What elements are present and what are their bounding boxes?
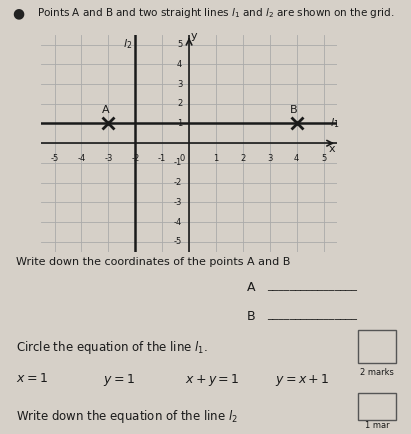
Text: ________________: ________________ [267, 310, 357, 320]
Text: A: A [102, 105, 109, 115]
Text: $l_1$: $l_1$ [330, 117, 339, 130]
Text: 1 mar: 1 mar [365, 421, 389, 430]
Text: 3: 3 [267, 154, 272, 163]
Text: $x = 1$: $x = 1$ [16, 372, 48, 385]
Text: ________________: ________________ [267, 281, 357, 291]
Bar [358, 331, 396, 363]
Text: B: B [290, 105, 298, 115]
Text: ●: ● [12, 6, 25, 20]
Text: $l_2$: $l_2$ [123, 38, 133, 52]
Text: -2: -2 [131, 154, 139, 163]
Text: Circle the equation of the line $l_1$.: Circle the equation of the line $l_1$. [16, 339, 208, 356]
Text: 5: 5 [321, 154, 326, 163]
Text: -5: -5 [174, 237, 182, 247]
Text: 2 marks: 2 marks [360, 368, 394, 377]
Text: 4: 4 [294, 154, 299, 163]
Text: -1: -1 [174, 158, 182, 168]
Text: -5: -5 [51, 154, 59, 163]
Text: 1: 1 [177, 119, 182, 128]
Text: Write down the coordinates of the points A and B: Write down the coordinates of the points… [16, 257, 291, 267]
Text: 3: 3 [177, 79, 182, 89]
Text: Write down the equation of the line $l_2$: Write down the equation of the line $l_2… [16, 408, 238, 425]
Text: $x + y = 1$: $x + y = 1$ [185, 372, 240, 388]
Text: x: x [328, 144, 335, 154]
Text: -3: -3 [174, 198, 182, 207]
Text: -2: -2 [174, 178, 182, 187]
Text: B: B [247, 310, 255, 323]
Text: 2: 2 [240, 154, 245, 163]
Bar [358, 393, 396, 420]
Text: $y = x + 1$: $y = x + 1$ [275, 372, 330, 388]
Text: -4: -4 [77, 154, 85, 163]
Text: Points A and B and two straight lines $l_1$ and $l_2$ are shown on the grid.: Points A and B and two straight lines $l… [37, 6, 395, 20]
Text: 5: 5 [177, 40, 182, 49]
Text: $y = 1$: $y = 1$ [103, 372, 134, 388]
Text: A: A [247, 281, 255, 294]
Text: 0: 0 [180, 154, 185, 163]
Text: -1: -1 [158, 154, 166, 163]
Text: -4: -4 [174, 217, 182, 227]
Text: 4: 4 [177, 60, 182, 69]
Text: y: y [191, 31, 198, 41]
Text: 2: 2 [177, 99, 182, 108]
Text: 1: 1 [213, 154, 219, 163]
Text: -3: -3 [104, 154, 113, 163]
